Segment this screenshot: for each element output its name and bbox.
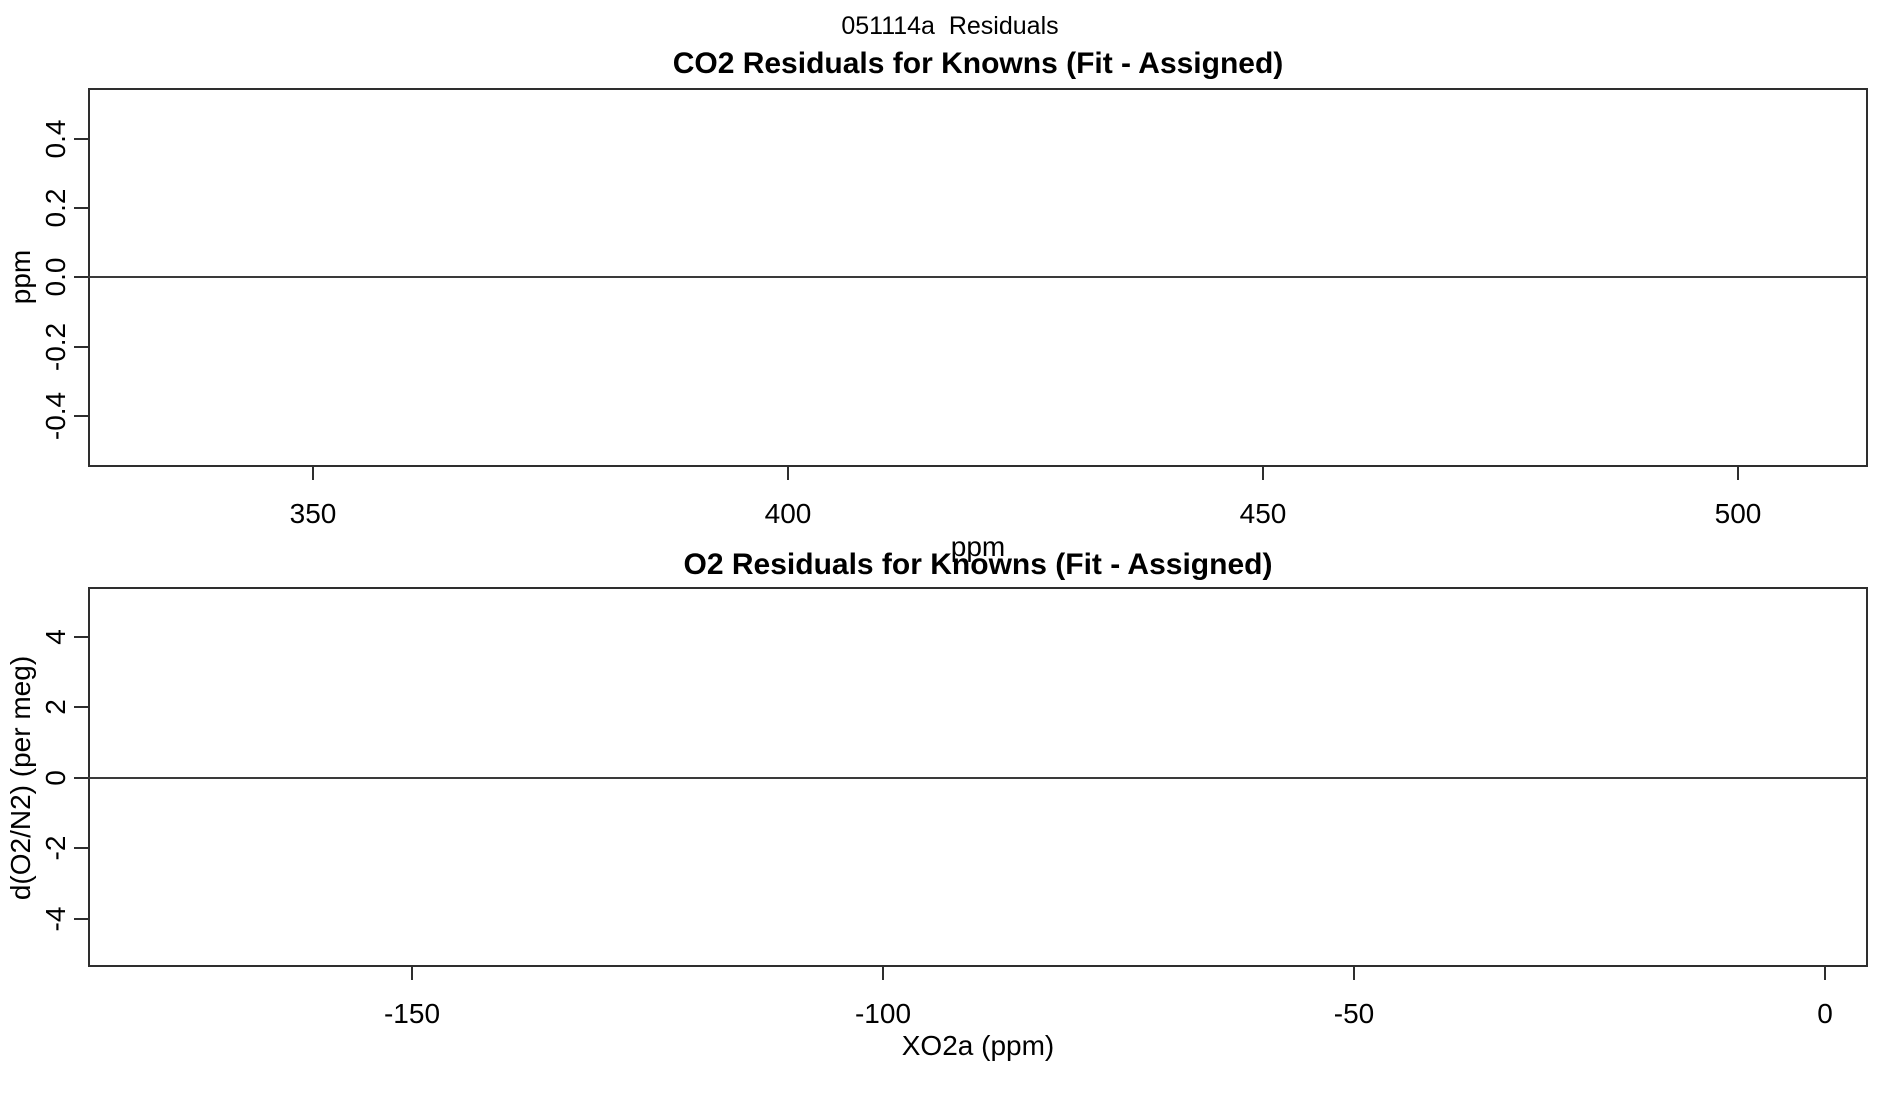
o2-xtick-label: -50 — [1333, 998, 1375, 1029]
o2-ytick-label: 2 — [40, 699, 71, 715]
o2-chart-title: O2 Residuals for Knowns (Fit - Assigned) — [683, 548, 1273, 581]
o2-ytick-mark — [74, 847, 88, 849]
o2-xtick-label: -100 — [854, 998, 912, 1029]
co2-xtick-mark — [312, 467, 314, 480]
co2-ytick-label: -0.2 — [40, 322, 71, 372]
o2-ytick-mark — [74, 918, 88, 920]
co2-xtick-mark — [1262, 467, 1264, 480]
co2-xtick-label: 350 — [289, 498, 337, 529]
o2-ytick-mark — [74, 706, 88, 708]
o2-ytick-label: -4 — [40, 906, 71, 932]
co2-ytick-label: -0.4 — [40, 391, 71, 441]
co2-xtick-label: 450 — [1239, 498, 1287, 529]
o2-xtick-mark — [1353, 967, 1355, 980]
o2-xtick-label: 0 — [1817, 998, 1833, 1029]
co2-xtick-mark — [1737, 467, 1739, 480]
o2-xtick-mark — [1824, 967, 1826, 980]
co2-ytick-label: 0.4 — [40, 119, 71, 159]
co2-zero-line — [88, 276, 1868, 278]
co2-ytick-mark — [74, 207, 88, 209]
o2-ytick-label: 0 — [40, 770, 71, 786]
co2-ytick-mark — [74, 346, 88, 348]
co2-ytick-mark — [74, 138, 88, 140]
o2-ytick-mark — [74, 777, 88, 779]
co2-chart-title: CO2 Residuals for Knowns (Fit - Assigned… — [672, 47, 1284, 80]
o2-xtick-label: -150 — [383, 998, 441, 1029]
co2-y-axis-label: ppm — [5, 249, 36, 305]
co2-ytick-label: 0.2 — [40, 188, 71, 228]
co2-x-axis-label: ppm — [950, 531, 1006, 562]
o2-ytick-label: 4 — [40, 629, 71, 645]
o2-ytick-label: -2 — [40, 835, 71, 861]
o2-y-axis-label: d(O2/N2) (per meg) — [5, 655, 36, 901]
co2-xtick-label: 500 — [1714, 498, 1762, 529]
o2-xtick-mark — [411, 967, 413, 980]
co2-ytick-label: 0.0 — [40, 257, 71, 297]
o2-xtick-mark — [882, 967, 884, 980]
co2-xtick-mark — [787, 467, 789, 480]
co2-xtick-label: 400 — [764, 498, 812, 529]
o2-ytick-mark — [74, 636, 88, 638]
o2-zero-line — [88, 777, 1868, 779]
co2-ytick-mark — [74, 276, 88, 278]
figure-title: 051114a Residuals — [841, 12, 1059, 40]
co2-ytick-mark — [74, 415, 88, 417]
o2-x-axis-label: XO2a (ppm) — [901, 1030, 1055, 1061]
